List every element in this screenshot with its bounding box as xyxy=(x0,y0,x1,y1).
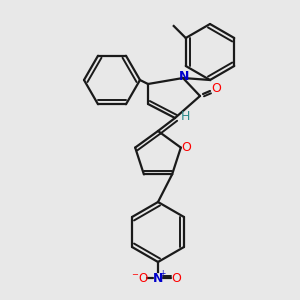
Text: $^{-}$O: $^{-}$O xyxy=(131,272,149,284)
Text: H: H xyxy=(180,110,190,122)
Text: N: N xyxy=(153,272,163,284)
Text: N: N xyxy=(179,70,189,83)
Text: +: + xyxy=(159,269,165,278)
Text: O: O xyxy=(181,141,191,154)
Text: O: O xyxy=(211,82,221,94)
Text: O: O xyxy=(171,272,181,284)
